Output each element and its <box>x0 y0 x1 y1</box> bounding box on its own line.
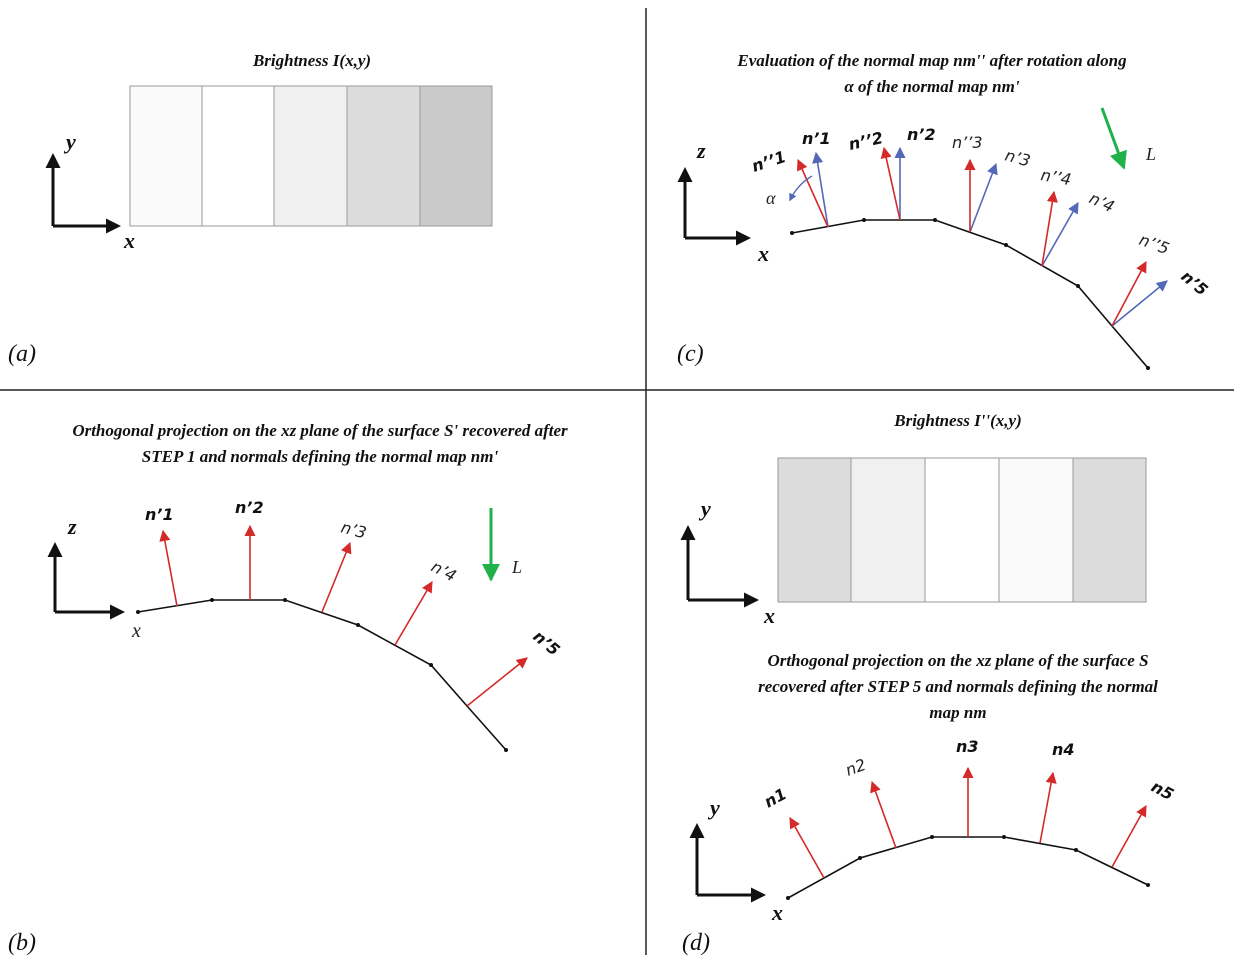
surface-profile-c <box>791 219 1149 369</box>
normal-b-5-arrow <box>466 657 528 707</box>
strip-d-5 <box>1072 457 1147 603</box>
surface-vertices-c <box>790 218 1150 370</box>
surface-vertices-d <box>786 835 1150 900</box>
panel-d: Brightness I''(x,y) y x Orthogonal proje… <box>680 411 1177 956</box>
panel-d-caption-line3: map nm <box>929 703 986 722</box>
panel-c-title-line1: Evaluation of the normal map nm'' after … <box>736 51 1127 70</box>
panel-a: Brightness I(x,y) y x (a) <box>8 51 493 367</box>
panel-d-caption-line1: Orthogonal projection on the xz plane of… <box>767 651 1148 670</box>
light-direction-c <box>1100 107 1127 170</box>
normal-d-1-arrow <box>789 817 825 879</box>
rotation-angle-label: α <box>766 188 776 208</box>
strip-d-4 <box>998 457 1074 603</box>
normal-d-4-label: n4 <box>1052 740 1075 759</box>
normal-b-2-label: n’2 <box>235 498 264 517</box>
normal-b-1-label: n’1 <box>145 505 174 524</box>
brightness-strips-d <box>777 457 1147 603</box>
panel-d-title: Brightness I''(x,y) <box>893 411 1022 430</box>
strip-d-1 <box>777 457 852 603</box>
normal-c-orig-1-arrow <box>812 151 829 228</box>
axis-c-x-label: x <box>757 241 769 266</box>
axis-d-profile-y-label: y <box>707 795 720 820</box>
panel-c: Evaluation of the normal map nm'' after … <box>677 51 1212 370</box>
normal-c-orig-3-arrow <box>969 162 998 233</box>
normal-c-rot-5-arrow <box>1111 261 1147 327</box>
axis-d-x-label: x <box>763 603 775 628</box>
axes-a <box>45 153 121 234</box>
normal-b-3-label: n’3 <box>339 518 368 543</box>
normal-c-orig-1-label: n’1 <box>802 129 831 148</box>
light-label-c: L <box>1145 144 1156 164</box>
light-label-b: L <box>511 557 522 577</box>
panel-d-label: (d) <box>682 930 710 956</box>
normal-c-rot-1-label: n’’1 <box>749 147 788 176</box>
normal-c-rot-1-arrow <box>797 158 829 228</box>
strip-d-2 <box>850 457 926 603</box>
normal-b-4-arrow <box>394 581 433 646</box>
panel-a-title: Brightness I(x,y) <box>252 51 371 70</box>
normal-c-orig-2-label: n’2 <box>907 125 936 144</box>
axis-d-profile-x-label: x <box>771 900 783 925</box>
strip-d-3 <box>924 457 1000 603</box>
panel-b-label: (b) <box>8 930 36 956</box>
normal-c-rot-3-label: n’’3 <box>952 133 983 152</box>
normal-d-2-arrow <box>870 780 897 849</box>
panel-b-title-line1: Orthogonal projection on the xz plane of… <box>72 421 568 440</box>
axis-d-y-label: y <box>698 496 711 521</box>
axes-d-profile <box>689 823 766 903</box>
normal-c-orig-4-arrow <box>1041 202 1079 267</box>
axis-b-x-label: x <box>131 620 141 642</box>
normal-b-5-label: n’5 <box>529 627 563 660</box>
normal-c-orig-5-label: n’5 <box>1177 267 1211 300</box>
normal-c-rot-2-arrow <box>880 146 901 221</box>
strip-a-4 <box>346 85 421 227</box>
panel-b: Orthogonal projection on the xz plane of… <box>8 421 568 956</box>
normal-d-5-label: n5 <box>1148 777 1177 804</box>
normal-d-3-label: n3 <box>956 737 979 756</box>
axis-a-x-label: x <box>123 228 135 253</box>
normal-c-rot-4-arrow <box>1041 190 1058 267</box>
normal-d-2-label: n2 <box>843 755 869 780</box>
normal-d-5-arrow <box>1111 805 1147 868</box>
normal-c-rot-4-label: n’’4 <box>1039 165 1072 189</box>
surface-vertices-b <box>136 598 508 752</box>
panel-d-caption-line2: recovered after STEP 5 and normals defin… <box>758 677 1158 696</box>
surface-profile-d <box>787 836 1149 899</box>
normal-b-4-label: n’4 <box>428 557 459 586</box>
normal-d-4-arrow <box>1039 771 1057 844</box>
panel-c-label: (c) <box>677 341 704 367</box>
strip-a-3 <box>273 85 348 227</box>
axes-d <box>680 525 759 608</box>
strip-a-1 <box>129 85 203 227</box>
axis-c-z-label: z <box>696 138 706 163</box>
normal-b-3-arrow <box>321 541 352 613</box>
normal-c-rot-5-label: n’’5 <box>1137 230 1172 258</box>
normal-b-1-arrow <box>159 529 178 607</box>
strip-a-2 <box>201 85 275 227</box>
normal-c-orig-3-label: n’3 <box>1003 146 1032 171</box>
axis-b-z-label: z <box>67 514 77 539</box>
normal-d-1-label: n1 <box>761 784 790 811</box>
normal-c-rot-2-label: n’’2 <box>847 128 885 154</box>
surface-profile-b <box>137 599 507 751</box>
normal-c-orig-4-label: n’4 <box>1086 188 1117 216</box>
panel-a-label: (a) <box>8 341 36 367</box>
rotation-angle-arc <box>789 175 813 202</box>
axes-c <box>677 167 751 246</box>
normal-c-orig-5-arrow <box>1111 280 1168 327</box>
panel-b-title-line2: STEP 1 and normals defining the normal m… <box>142 447 499 466</box>
axis-a-y-label: y <box>63 129 76 154</box>
axes-b <box>47 542 125 620</box>
brightness-strips-a <box>129 85 493 227</box>
strip-a-5 <box>419 85 493 227</box>
panel-c-title-line2: α of the normal map nm' <box>844 77 1019 96</box>
